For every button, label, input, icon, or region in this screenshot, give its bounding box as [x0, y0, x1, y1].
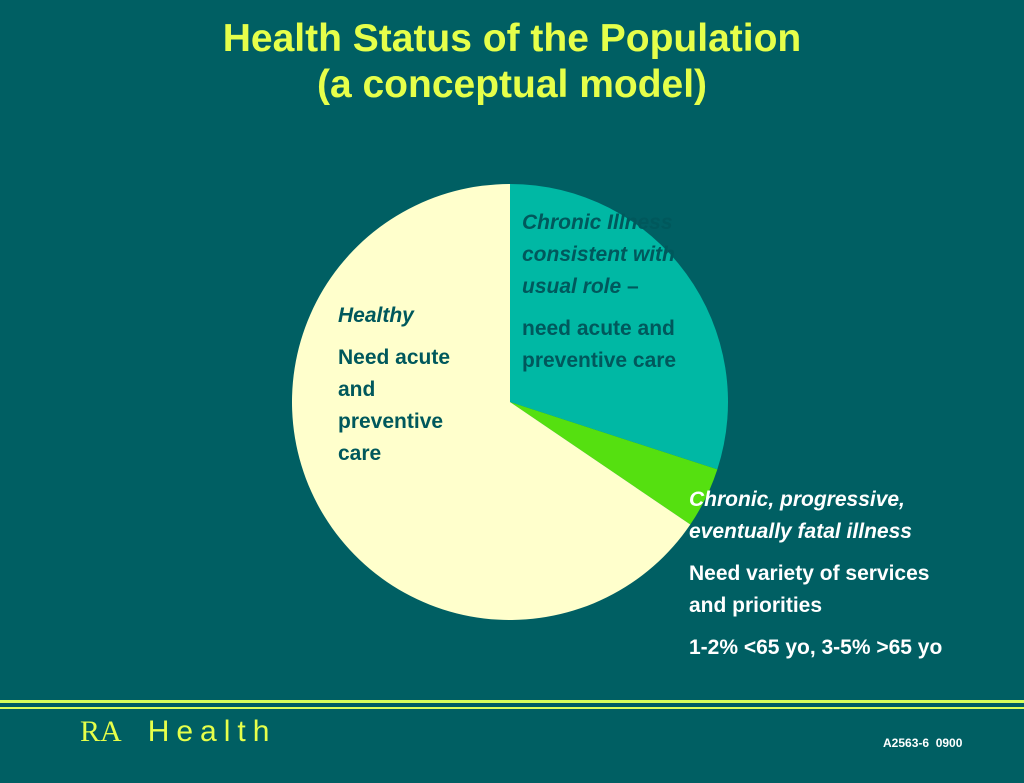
pie-slice-chronic-consistent	[510, 184, 728, 470]
footer-rule-top	[0, 700, 1024, 703]
healthy-desc-4: care	[338, 442, 382, 465]
brand-ra: RA	[80, 715, 122, 748]
brand-logo: RA Health	[80, 712, 276, 752]
brand-health: Health	[147, 715, 277, 748]
footer-rule-bottom	[0, 707, 1024, 709]
slide-code: A2563-6 0900	[883, 736, 963, 750]
healthy-desc-1: Need acute	[338, 346, 451, 369]
chronic-consistent-dash: –	[621, 275, 639, 298]
chronic-progressive-desc-2: and priorities	[689, 594, 823, 617]
healthy-label: Healthy Need acute and preventive care	[338, 300, 450, 470]
chronic-progressive-title-2: eventually fatal illness	[689, 520, 912, 543]
healthy-desc-3: preventive	[338, 410, 444, 433]
chronic-progressive-label: Chronic, progressive, eventually fatal i…	[689, 484, 942, 664]
chronic-progressive-title-1: Chronic, progressive,	[689, 488, 905, 511]
pie-slice-healthy	[292, 184, 691, 620]
title-line-1: Health Status of the Population	[222, 17, 802, 60]
chronic-consistent-title-3: usual role	[522, 275, 622, 298]
page-title: Health Status of the Population (a conce…	[0, 16, 1024, 108]
chronic-consistent-desc-2: preventive care	[522, 349, 677, 372]
pie-slice-chronic-progressive	[510, 402, 718, 525]
chronic-consistent-desc-1: need acute and	[522, 317, 675, 340]
chronic-consistent-title-2: consistent with	[522, 243, 675, 266]
chronic-consistent-label: Chronic Illness consistent with usual ro…	[522, 207, 676, 377]
chronic-progressive-desc-3: 1-2% <65 yo, 3-5% >65 yo	[689, 636, 943, 659]
title-line-2: (a conceptual model)	[316, 63, 708, 106]
healthy-title: Healthy	[338, 304, 414, 327]
healthy-desc-2: and	[338, 378, 376, 401]
chronic-consistent-title-1: Chronic Illness	[522, 211, 673, 234]
chronic-progressive-desc-1: Need variety of services	[689, 562, 930, 585]
